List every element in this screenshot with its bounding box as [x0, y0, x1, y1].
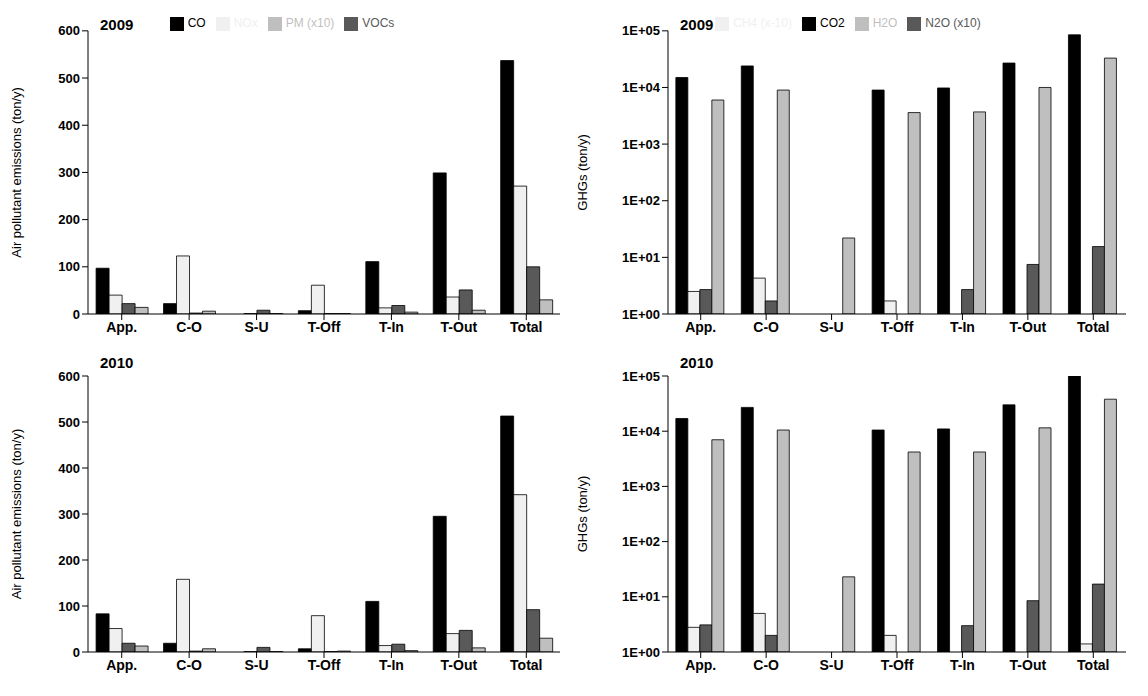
svg-text:100: 100	[58, 599, 80, 614]
svg-text:T-Off: T-Off	[308, 657, 341, 673]
svg-text:Total: Total	[1077, 319, 1109, 335]
svg-text:S-U: S-U	[820, 319, 844, 335]
svg-text:500: 500	[58, 71, 80, 86]
svg-text:400: 400	[58, 461, 80, 476]
svg-text:0: 0	[73, 645, 80, 660]
svg-text:T-In: T-In	[379, 319, 404, 335]
svg-text:Air pollutant emissions (ton/y: Air pollutant emissions (ton/y)	[9, 87, 24, 258]
svg-text:1E+03: 1E+03	[622, 137, 660, 152]
svg-text:400: 400	[58, 118, 80, 133]
html-text:NOx: NOx	[233, 16, 258, 30]
html-text:CO: CO	[187, 16, 206, 30]
svg-text:T-Off: T-Off	[881, 657, 914, 673]
svg-text:C-O: C-O	[753, 319, 779, 335]
html-text:2010: 2010	[680, 354, 714, 371]
html-text:2010: 2010	[100, 354, 134, 371]
html-text:VOCs: VOCs	[362, 16, 395, 30]
svg-text:1E+03: 1E+03	[622, 479, 660, 494]
svg-text:1E+04: 1E+04	[622, 80, 661, 95]
svg-text:T-Off: T-Off	[308, 319, 341, 335]
svg-text:Total: Total	[510, 657, 542, 673]
html-text:2009: 2009	[680, 16, 714, 33]
html-text:N2O (x10): N2O (x10)	[925, 16, 981, 30]
svg-text:T-Out: T-Out	[1010, 657, 1047, 673]
svg-text:T-In: T-In	[950, 657, 975, 673]
svg-text:App.: App.	[106, 319, 137, 335]
svg-text:Air pollutant emissions (ton/y: Air pollutant emissions (ton/y)	[9, 429, 24, 600]
svg-text:App.: App.	[685, 319, 716, 335]
svg-text:200: 200	[58, 212, 80, 227]
svg-text:1E+00: 1E+00	[622, 645, 660, 660]
svg-text:GHGs (ton/y): GHGs (ton/y)	[575, 134, 590, 211]
svg-text:T-Out: T-Out	[441, 319, 478, 335]
svg-text:1E+00: 1E+00	[622, 307, 660, 322]
svg-text:C-O: C-O	[176, 319, 202, 335]
svg-text:C-O: C-O	[753, 657, 779, 673]
html-text:2009: 2009	[100, 16, 134, 33]
svg-text:1E+02: 1E+02	[622, 534, 660, 549]
svg-text:S-U: S-U	[245, 657, 269, 673]
svg-text:1E+04: 1E+04	[622, 424, 661, 439]
html-text:PM (x10): PM (x10)	[285, 16, 335, 30]
svg-text:T-Out: T-Out	[1010, 319, 1047, 335]
svg-text:T-Out: T-Out	[441, 657, 478, 673]
svg-text:100: 100	[58, 259, 80, 274]
svg-text:300: 300	[58, 165, 80, 180]
svg-text:T-In: T-In	[950, 319, 975, 335]
svg-text:1E+05: 1E+05	[622, 369, 660, 384]
html-text:CH4 (x-10): CH4 (x-10)	[733, 16, 792, 30]
html-text:CO2: CO2	[820, 16, 845, 30]
svg-text:200: 200	[58, 553, 80, 568]
svg-text:App.: App.	[685, 657, 716, 673]
svg-text:S-U: S-U	[820, 657, 844, 673]
svg-text:500: 500	[58, 415, 80, 430]
svg-text:App.: App.	[106, 657, 137, 673]
svg-text:1E+02: 1E+02	[622, 193, 660, 208]
html-text:H2O: H2O	[872, 16, 898, 30]
svg-text:T-Off: T-Off	[881, 319, 914, 335]
svg-text:T-In: T-In	[379, 657, 404, 673]
svg-text:C-O: C-O	[176, 657, 202, 673]
svg-text:1E+01: 1E+01	[622, 589, 660, 604]
svg-text:600: 600	[58, 23, 80, 38]
svg-text:Total: Total	[510, 319, 542, 335]
svg-text:300: 300	[58, 507, 80, 522]
svg-text:600: 600	[58, 369, 80, 384]
svg-text:0: 0	[73, 307, 80, 322]
svg-text:S-U: S-U	[245, 319, 269, 335]
svg-text:1E+01: 1E+01	[622, 250, 660, 265]
svg-text:GHGs (ton/y): GHGs (ton/y)	[575, 476, 590, 553]
svg-text:1E+05: 1E+05	[622, 23, 660, 38]
svg-text:Total: Total	[1077, 657, 1109, 673]
